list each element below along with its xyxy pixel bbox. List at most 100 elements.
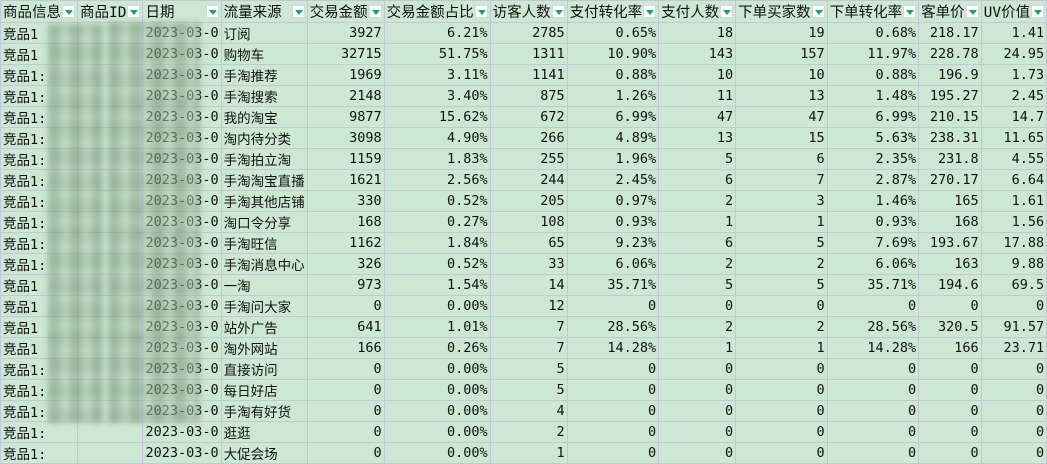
column-header[interactable]: 客单价 [918,0,982,23]
table-cell[interactable]: 7 [489,316,568,338]
table-cell[interactable]: 0 [826,400,920,422]
table-cell[interactable]: 320.5 [918,316,982,338]
table-cell[interactable]: 641 [306,316,385,338]
table-cell[interactable]: 0 [918,295,982,317]
table-cell[interactable]: 0 [826,358,920,380]
table-cell[interactable]: 竞品1: [0,127,78,149]
table-cell[interactable]: 195.27 [918,85,982,107]
table-cell[interactable]: 194.6 [918,274,982,296]
table-cell[interactable]: 0.00% [383,358,491,380]
table-cell[interactable]: 1.48% [826,85,920,107]
table-cell[interactable]: 2023-03-0 [142,442,222,464]
table-cell[interactable]: 一淘 [220,274,308,296]
column-header[interactable]: 交易金额 [306,0,385,23]
table-cell[interactable]: 0 [826,379,920,401]
table-cell[interactable]: 竞品1: [0,442,78,464]
table-cell[interactable]: 33 [489,253,568,275]
table-cell[interactable]: 165 [918,190,982,212]
table-cell[interactable]: 0 [735,295,828,317]
table-cell[interactable]: 0 [306,400,385,422]
table-cell[interactable]: 0 [658,400,737,422]
table-cell[interactable]: 3927 [306,22,385,44]
table-cell[interactable]: 205 [489,190,568,212]
filter-dropdown-icon[interactable] [368,5,382,18]
table-cell[interactable]: 28.56% [566,316,660,338]
table-cell[interactable]: 255 [489,148,568,170]
table-cell[interactable]: 6 [735,148,828,170]
table-cell[interactable] [76,421,144,443]
table-cell[interactable] [76,442,144,464]
table-cell[interactable]: 手淘有好货 [220,400,308,422]
column-header[interactable]: 流量来源 [220,0,308,23]
table-cell[interactable]: 9877 [306,106,385,128]
table-cell[interactable]: 1162 [306,232,385,254]
table-cell[interactable]: 65 [489,232,568,254]
table-cell[interactable]: 35.71% [566,274,660,296]
table-cell[interactable]: 手淘拍立淘 [220,148,308,170]
table-cell[interactable]: 手淘淘宝直播 [220,169,308,191]
filter-dropdown-icon[interactable] [551,5,565,18]
table-cell[interactable]: 6.64 [980,169,1047,191]
table-cell[interactable]: 1 [658,337,737,359]
table-cell[interactable]: 2.45 [980,85,1047,107]
table-cell[interactable]: 2 [658,316,737,338]
column-header[interactable]: 日期 [142,0,222,23]
table-cell[interactable]: 6.06% [566,253,660,275]
table-cell[interactable]: 竞品1 [0,337,78,359]
table-cell[interactable]: 14 [489,274,568,296]
column-header[interactable]: UV价值 [980,0,1047,23]
table-cell[interactable]: 1 [735,337,828,359]
table-cell[interactable]: 淘外网站 [220,337,308,359]
table-cell[interactable]: 0.93% [566,211,660,233]
table-cell[interactable]: 手淘旺信 [220,232,308,254]
table-cell[interactable]: 32715 [306,43,385,65]
table-cell[interactable]: 竞品1: [0,358,78,380]
table-cell[interactable]: 0 [306,379,385,401]
table-cell[interactable]: 2023-03-0 [142,379,222,401]
table-cell[interactable]: 2.45% [566,169,660,191]
table-cell[interactable]: 0 [566,400,660,422]
table-cell[interactable]: 1.56 [980,211,1047,233]
table-cell[interactable]: 2023-03-0 [142,421,222,443]
table-cell[interactable]: 11.65 [980,127,1047,149]
table-cell[interactable]: 11.97% [826,43,920,65]
table-cell[interactable]: 6.99% [566,106,660,128]
table-cell[interactable]: 1311 [489,43,568,65]
table-cell[interactable]: 2023-03-0 [142,106,222,128]
table-cell[interactable]: 2023-03-0 [142,64,222,86]
table-cell[interactable]: 0 [735,358,828,380]
table-cell[interactable]: 3098 [306,127,385,149]
table-cell[interactable]: 0 [918,379,982,401]
table-cell[interactable]: 0 [735,421,828,443]
table-cell[interactable]: 0 [658,442,737,464]
table-cell[interactable]: 竞品1: [0,64,78,86]
table-cell[interactable]: 330 [306,190,385,212]
table-cell[interactable]: 196.9 [918,64,982,86]
table-cell[interactable]: 0 [735,442,828,464]
table-cell[interactable]: 0 [566,358,660,380]
column-header[interactable]: 支付人数 [658,0,737,23]
table-cell[interactable]: 5 [489,379,568,401]
filter-dropdown-icon[interactable] [474,5,488,18]
table-cell[interactable]: 0 [306,421,385,443]
table-cell[interactable]: 47 [735,106,828,128]
table-cell[interactable]: 1.61 [980,190,1047,212]
table-cell[interactable]: 2023-03-0 [142,358,222,380]
table-cell[interactable]: 210.15 [918,106,982,128]
table-cell[interactable]: 0 [980,295,1047,317]
table-cell[interactable]: 手淘消息中心 [220,253,308,275]
table-cell[interactable]: 15 [735,127,828,149]
table-cell[interactable]: 0 [826,295,920,317]
table-cell[interactable]: 168 [306,211,385,233]
table-cell[interactable]: 0 [918,358,982,380]
table-cell[interactable]: 竞品1: [0,190,78,212]
table-cell[interactable]: 218.17 [918,22,982,44]
table-cell[interactable]: 10 [658,64,737,86]
table-cell[interactable]: 1 [489,442,568,464]
table-cell[interactable]: 4.55 [980,148,1047,170]
table-cell[interactable]: 0 [918,442,982,464]
table-cell[interactable]: 1 [735,211,828,233]
table-cell[interactable]: 2 [735,253,828,275]
table-cell[interactable]: 2023-03-0 [142,127,222,149]
table-cell[interactable]: 2023-03-0 [142,274,222,296]
